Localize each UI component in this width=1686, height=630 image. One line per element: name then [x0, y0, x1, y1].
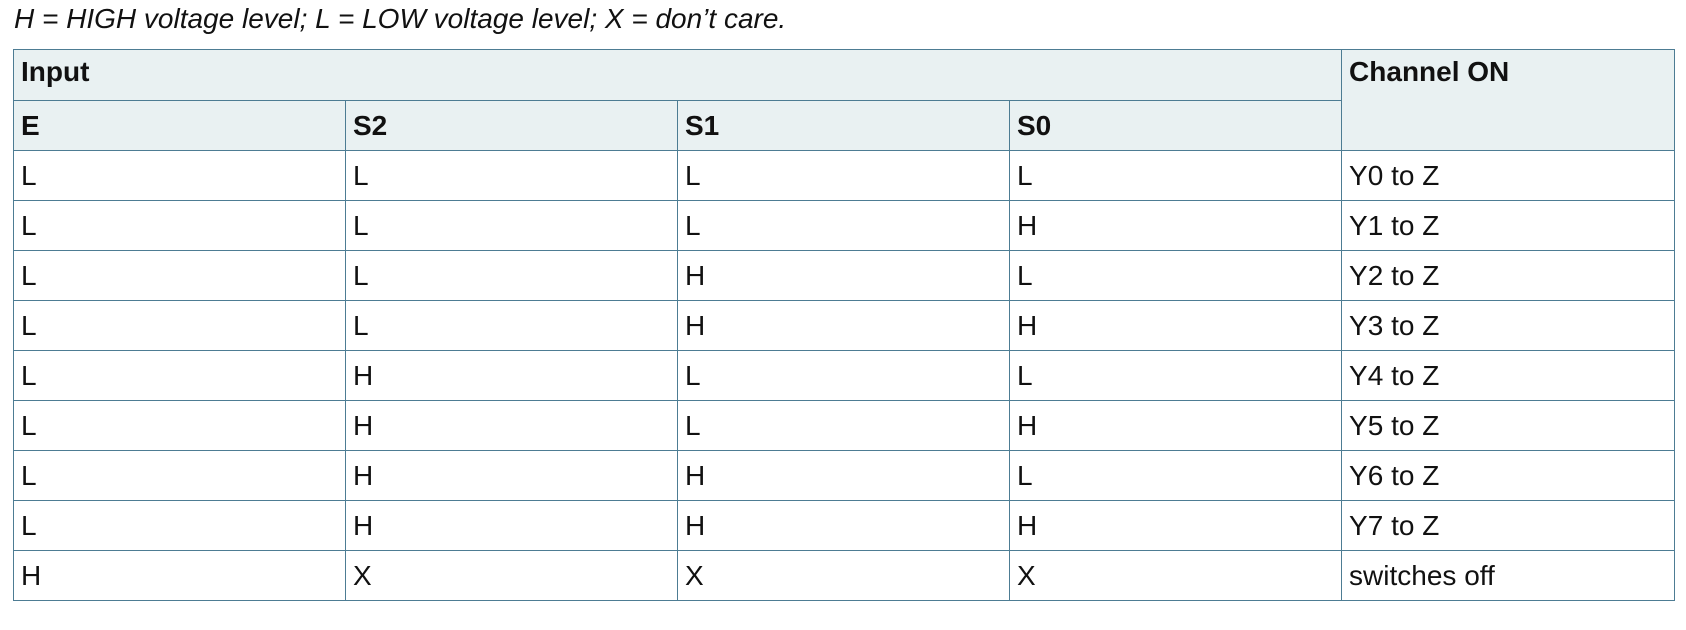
cell-s2: L: [345, 250, 678, 301]
cell-s2: H: [345, 500, 678, 551]
cell-channel: Y6 to Z: [1341, 450, 1676, 501]
cell-s0: L: [1008, 450, 1343, 501]
cell-s2: H: [345, 400, 678, 451]
header-s0: S0: [1008, 100, 1343, 151]
cell-e: L: [13, 400, 346, 451]
table-row: L H H H Y7 to Z: [13, 500, 1676, 551]
cell-s0: H: [1008, 400, 1343, 451]
table-row: L L H L Y2 to Z: [13, 250, 1676, 301]
cell-channel: switches off: [1341, 550, 1676, 601]
cell-e: L: [13, 150, 346, 201]
cell-s0: H: [1008, 200, 1343, 251]
subheader-row: E S2 S1 S0: [13, 100, 1675, 151]
cell-e: L: [13, 450, 346, 501]
cell-s1: H: [677, 450, 1010, 501]
cell-channel: Y1 to Z: [1341, 200, 1676, 251]
header-row: Input Channel ON: [12, 49, 1676, 151]
cell-s1: H: [677, 500, 1010, 551]
table-row: L H L H Y5 to Z: [13, 400, 1676, 451]
cell-s1: L: [677, 400, 1010, 451]
cell-channel: Y4 to Z: [1341, 350, 1676, 401]
table-row: H X X X switches off: [13, 550, 1676, 601]
cell-s2: H: [345, 450, 678, 501]
table-caption: H = HIGH voltage level; L = LOW voltage …: [14, 3, 787, 34]
table-row: L H H L Y6 to Z: [13, 450, 1676, 501]
table-row: L L L L Y0 to Z: [13, 150, 1676, 201]
cell-s2: L: [345, 150, 678, 201]
cell-s2: L: [345, 200, 678, 251]
header-input: Input: [12, 49, 1343, 101]
cell-s1: H: [677, 300, 1010, 351]
header-e: E: [13, 100, 346, 151]
header-s2: S2: [345, 100, 678, 151]
cell-s1: L: [677, 200, 1010, 251]
header-channel-on: Channel ON: [1341, 49, 1676, 151]
cell-s1: L: [677, 350, 1010, 401]
cell-e: H: [13, 550, 346, 601]
table-row: L L H H Y3 to Z: [13, 300, 1676, 351]
cell-e: L: [13, 300, 346, 351]
cell-channel: Y7 to Z: [1341, 500, 1676, 551]
cell-e: L: [13, 250, 346, 301]
cell-s2: L: [345, 300, 678, 351]
cell-e: L: [13, 200, 346, 251]
cell-channel: Y0 to Z: [1341, 150, 1676, 201]
cell-s1: L: [677, 150, 1010, 201]
table-row: L H L L Y4 to Z: [13, 350, 1676, 401]
cell-e: L: [13, 500, 346, 551]
cell-s0: L: [1008, 350, 1343, 401]
cell-channel: Y5 to Z: [1341, 400, 1676, 451]
cell-channel: Y2 to Z: [1341, 250, 1676, 301]
cell-e: L: [13, 350, 346, 401]
cell-s0: L: [1008, 250, 1343, 301]
header-s1: S1: [677, 100, 1010, 151]
cell-s2: H: [345, 350, 678, 401]
cell-s0: H: [1008, 300, 1343, 351]
cell-s0: X: [1008, 550, 1343, 601]
cell-s1: X: [677, 550, 1010, 601]
cell-channel: Y3 to Z: [1341, 300, 1676, 351]
cell-s2: X: [345, 550, 678, 601]
table-row: L L L H Y1 to Z: [13, 200, 1676, 251]
cell-s0: H: [1008, 500, 1343, 551]
cell-s0: L: [1008, 150, 1343, 201]
function-table: Input Channel ON E S2 S1 S0 L L L L Y0 t…: [12, 49, 1676, 601]
cell-s1: H: [677, 250, 1010, 301]
